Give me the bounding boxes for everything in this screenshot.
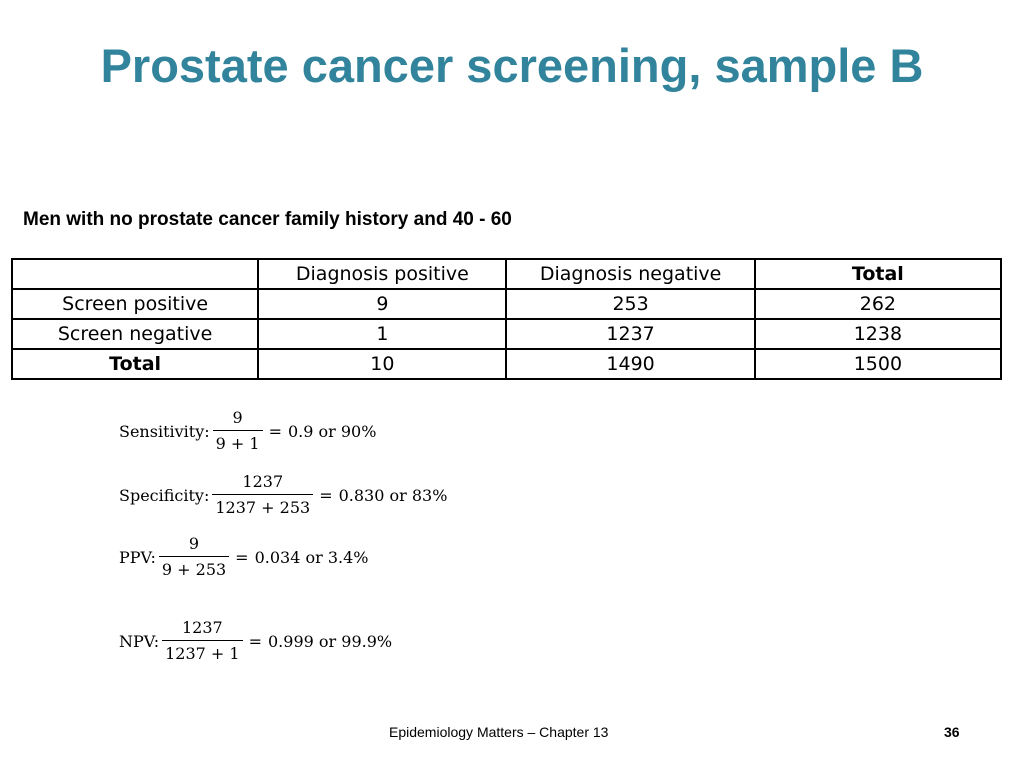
- equals-sign: =: [248, 631, 262, 651]
- denominator: 1237 + 253: [212, 494, 314, 518]
- header-cell-empty: [10, 258, 260, 290]
- table-cell: 1238: [753, 318, 1003, 350]
- denominator: 1237 + 1: [162, 640, 243, 664]
- formula-label: Sensitivity:: [119, 421, 210, 441]
- table-cell: 1490: [505, 348, 756, 380]
- row-label-screen-positive: Screen positive: [10, 288, 260, 320]
- table-header-row: Diagnosis positive Diagnosis negative To…: [10, 258, 1003, 290]
- table-cell: 253: [505, 288, 756, 320]
- table-cell: 1: [257, 318, 508, 350]
- contingency-table: Diagnosis positive Diagnosis negative To…: [10, 258, 1003, 380]
- numerator: 9: [188, 534, 200, 553]
- row-label-screen-negative: Screen negative: [10, 318, 260, 350]
- formula-result: 0.034 or 3.4%: [254, 547, 369, 567]
- table-cell: 1500: [753, 348, 1003, 380]
- formula-label: PPV:: [119, 547, 156, 567]
- formula-label: NPV:: [119, 631, 160, 651]
- fraction: 1237 1237 + 1: [162, 618, 243, 664]
- formula-result: 0.999 or 99.9%: [268, 631, 393, 651]
- equals-sign: =: [319, 485, 333, 505]
- row-label-total: Total: [10, 348, 260, 380]
- table-cell: 1237: [505, 318, 756, 350]
- numerator: 9: [232, 408, 243, 427]
- table-row: Screen positive 9 253 262: [10, 288, 1003, 320]
- table-caption: Men with no prostate cancer family histo…: [23, 209, 512, 230]
- table-row: Screen negative 1 1237 1238: [10, 318, 1003, 350]
- table-cell: 262: [753, 288, 1003, 320]
- equals-sign: =: [235, 547, 249, 567]
- slide-title: Prostate cancer screening, sample B: [100, 39, 924, 92]
- table-cell: 9: [257, 288, 508, 320]
- fraction: 1237 1237 + 253: [212, 472, 314, 518]
- denominator: 9 + 253: [158, 556, 230, 580]
- table-cell: 10: [257, 348, 508, 380]
- specificity-formula: Specificity: 1237 1237 + 253 = 0.830 or …: [119, 472, 447, 518]
- header-cell-total: Total: [753, 258, 1003, 290]
- page-number: 36: [944, 724, 960, 740]
- header-cell-diagnosis-positive: Diagnosis positive: [257, 258, 508, 290]
- npv-formula: NPV: 1237 1237 + 1 = 0.999 or 99.9%: [119, 618, 392, 664]
- numerator: 1237: [242, 472, 284, 491]
- denominator: 9 + 1: [212, 430, 263, 454]
- fraction: 9 9 + 253: [158, 534, 230, 580]
- formula-result: 0.830 or 83%: [338, 485, 448, 505]
- formula-label: Specificity:: [119, 485, 210, 505]
- header-cell-diagnosis-negative: Diagnosis negative: [505, 258, 756, 290]
- formula-result: 0.9 or 90%: [287, 421, 377, 441]
- numerator: 1237: [181, 618, 223, 637]
- sensitivity-formula: Sensitivity: 9 9 + 1 = 0.9 or 90%: [119, 408, 376, 454]
- table-row: Total 10 1490 1500: [10, 348, 1003, 380]
- footer-text: Epidemiology Matters – Chapter 13: [389, 724, 609, 740]
- equals-sign: =: [268, 421, 282, 441]
- ppv-formula: PPV: 9 9 + 253 = 0.034 or 3.4%: [119, 534, 368, 580]
- fraction: 9 9 + 1: [212, 408, 263, 454]
